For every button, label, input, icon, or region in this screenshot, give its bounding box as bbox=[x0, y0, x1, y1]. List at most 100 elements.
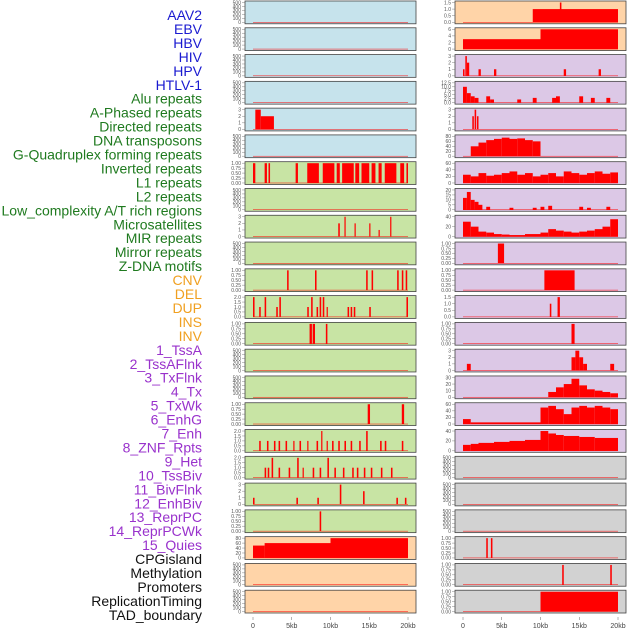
data-bar bbox=[354, 223, 356, 237]
data-bar bbox=[319, 467, 322, 478]
data-bar bbox=[525, 439, 541, 451]
y-tick-label: 2 bbox=[448, 60, 451, 66]
y-tick-label: 0.00 bbox=[441, 609, 451, 615]
y-tick-label: 100 bbox=[233, 364, 242, 370]
data-bar bbox=[590, 97, 595, 103]
data-bar bbox=[369, 223, 371, 237]
panel-background bbox=[454, 536, 627, 560]
x-tick-label: 10kb bbox=[323, 623, 338, 630]
y-tick-label: 1.00 bbox=[441, 590, 451, 596]
y-tick-label: 100 bbox=[233, 579, 242, 585]
panel-background bbox=[244, 402, 417, 426]
data-bar bbox=[367, 404, 371, 425]
y-tick-label: 60 bbox=[445, 402, 451, 408]
y-tick-label: 200 bbox=[233, 146, 242, 152]
data-bar bbox=[548, 391, 556, 398]
y-tick-label: 400 bbox=[233, 352, 242, 358]
y-tick-label: 0.25 bbox=[231, 337, 241, 343]
data-bar bbox=[326, 307, 328, 317]
data-bar bbox=[540, 174, 549, 183]
panel-background bbox=[244, 0, 417, 25]
x-tick-label: 0 bbox=[461, 623, 465, 630]
data-bar bbox=[556, 387, 564, 398]
y-tick-label: 1 bbox=[448, 67, 451, 73]
data-bar bbox=[353, 307, 356, 317]
y-tick-label: 0 bbox=[448, 208, 451, 214]
data-bar bbox=[501, 137, 510, 157]
y-tick-label: 3 bbox=[238, 215, 241, 221]
y-tick-label: 1.00 bbox=[441, 241, 451, 247]
data-bar bbox=[404, 497, 407, 505]
right-panel: 1.000.750.500.250.00 bbox=[441, 563, 627, 589]
y-tick-label: 0.00 bbox=[231, 341, 241, 347]
row-label: L1 repeats bbox=[136, 174, 202, 190]
data-bar bbox=[296, 497, 298, 505]
data-bar bbox=[474, 109, 477, 130]
y-tick-label: 0.50 bbox=[231, 171, 241, 177]
y-tick-label: 0.00 bbox=[231, 288, 241, 294]
right-panel: 1.000.750.500.250.00 bbox=[441, 536, 627, 562]
data-bar bbox=[470, 176, 479, 183]
y-tick-label: 0 bbox=[238, 47, 241, 53]
y-tick-label: 0.0 bbox=[444, 100, 451, 106]
data-bar bbox=[309, 323, 312, 344]
data-bar bbox=[610, 363, 615, 371]
y-tick-label: 1.0 bbox=[444, 302, 451, 308]
y-tick-label: 20 bbox=[235, 551, 241, 557]
data-bar bbox=[253, 297, 255, 317]
y-tick-label: 0.75 bbox=[231, 514, 241, 520]
data-bar bbox=[486, 232, 494, 237]
y-tick-label: 300 bbox=[233, 597, 242, 603]
data-bar bbox=[463, 69, 465, 76]
y-tick-label: 0.25 bbox=[441, 551, 451, 557]
data-bar bbox=[352, 467, 354, 478]
data-bar bbox=[401, 270, 404, 291]
y-tick-label: 1.0 bbox=[234, 439, 241, 445]
data-bar bbox=[299, 440, 302, 451]
y-tick-label: 0.50 bbox=[231, 278, 241, 284]
data-bar bbox=[302, 467, 304, 478]
y-tick-label: 0 bbox=[448, 74, 451, 80]
y-tick-label: 100 bbox=[233, 204, 242, 210]
y-tick-label: 80 bbox=[445, 134, 451, 140]
y-tick-label: 300 bbox=[233, 196, 242, 202]
data-bar bbox=[344, 216, 346, 237]
y-tick-label: 0.25 bbox=[441, 578, 451, 584]
data-bar bbox=[606, 206, 611, 210]
left-panel: 1.000.750.500.250.00 bbox=[231, 161, 417, 187]
y-tick-label: 0.75 bbox=[441, 327, 451, 333]
data-bar bbox=[405, 270, 408, 291]
panel-background bbox=[454, 509, 627, 534]
data-bar bbox=[293, 440, 295, 451]
y-tick-label: 0 bbox=[238, 74, 241, 80]
y-tick-label: 400 bbox=[443, 513, 452, 519]
y-tick-label: 200 bbox=[233, 253, 242, 259]
y-tick-label: 0.00 bbox=[441, 556, 451, 562]
data-bar bbox=[556, 434, 564, 451]
right-panel: 40 20 0 bbox=[445, 429, 627, 455]
data-bar bbox=[463, 39, 541, 50]
row-label: Z-DNA motifs bbox=[119, 258, 202, 274]
y-tick-label: 0.0 bbox=[234, 449, 241, 455]
y-tick-label: 300 bbox=[233, 356, 242, 362]
data-bar bbox=[486, 175, 494, 183]
row-label: HIV bbox=[179, 49, 203, 65]
y-tick-label: 20 bbox=[445, 439, 451, 445]
panel-background bbox=[244, 268, 417, 293]
y-tick-label: 20 bbox=[445, 188, 451, 194]
y-tick-label: 10 bbox=[445, 198, 451, 204]
data-bar bbox=[463, 174, 471, 183]
x-tick-label: 15kb bbox=[572, 623, 587, 630]
data-bar bbox=[312, 467, 315, 478]
y-tick-label: 10.0 bbox=[441, 85, 451, 91]
y-tick-label: 1.00 bbox=[441, 536, 451, 542]
y-tick-label: 100 bbox=[233, 70, 242, 76]
data-bar bbox=[494, 69, 497, 76]
data-bar bbox=[552, 97, 556, 103]
left-panel: 1.000.750.500.250.00 bbox=[231, 509, 417, 535]
data-bar bbox=[478, 173, 487, 183]
